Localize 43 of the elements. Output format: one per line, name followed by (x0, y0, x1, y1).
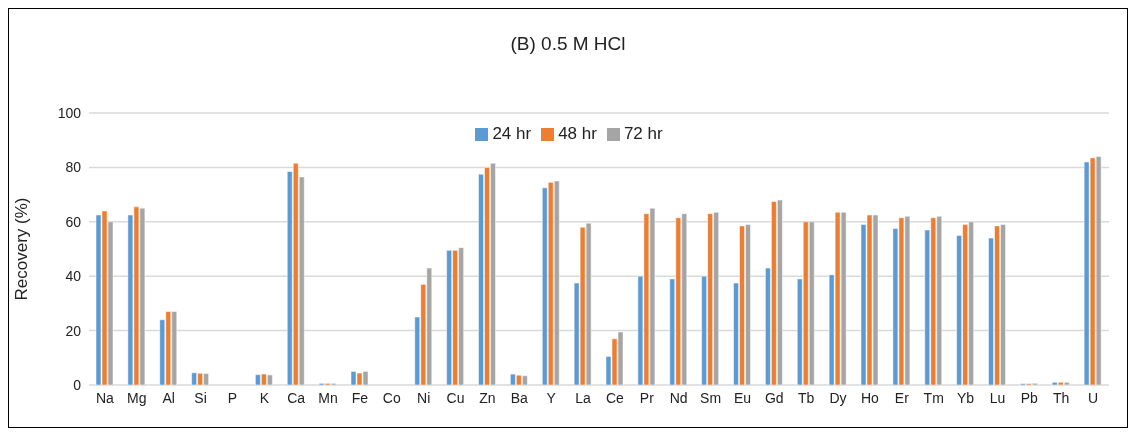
x-tick-label: Mn (318, 389, 338, 406)
y-axis-title: Recovery (%) (12, 197, 32, 301)
y-tick-label: 0 (73, 376, 82, 393)
chart-title: (B) 0.5 M HCl (509, 33, 627, 55)
x-tick-label: Ce (605, 389, 625, 406)
x-tick-label: Zn (479, 389, 496, 406)
x-tick-label: Eu (733, 389, 751, 406)
x-tick-label: Dy (829, 389, 847, 406)
x-tick-label: K (259, 389, 270, 406)
x-tick-label: Pb (1020, 389, 1039, 406)
x-tick-label: Y (546, 389, 557, 406)
x-tick-label: P (227, 389, 238, 406)
x-tick-label: Gd (764, 389, 784, 406)
y-tick-label: 40 (65, 268, 82, 285)
x-tick-label: Th (1053, 389, 1070, 406)
x-tick-label: Lu (989, 389, 1006, 406)
x-tick-label: Sm (700, 389, 722, 406)
x-tick-label: Si (194, 389, 207, 406)
x-tick-label: Tm (923, 389, 944, 406)
x-tick-label: Tb (798, 389, 815, 406)
y-tick-label: 80 (65, 159, 82, 176)
x-tick-label: Er (894, 389, 910, 406)
legend-label: 72 hr (623, 124, 663, 143)
x-tick-label: Ba (510, 389, 529, 406)
x-tick-label: Yb (957, 389, 975, 406)
x-tick-label: Ni (417, 389, 431, 406)
x-tick-label: Na (95, 389, 115, 406)
x-tick-label: Al (162, 389, 175, 406)
x-tick-label: Co (382, 389, 401, 406)
x-tick-label: Ho (860, 389, 880, 406)
x-tick-label: Cu (446, 389, 465, 406)
legend-label: 24 hr (492, 124, 532, 143)
y-tick-label: 100 (57, 104, 82, 121)
x-tick-label: U (1088, 389, 1099, 406)
y-tick-label: 20 (65, 322, 82, 339)
legend-label: 48 hr (558, 124, 597, 143)
x-tick-label: La (575, 389, 592, 406)
x-tick-label: Pr (639, 389, 655, 406)
x-tick-label: Fe (351, 389, 369, 406)
y-tick-label: 60 (65, 213, 82, 230)
x-tick-label: Ca (287, 389, 306, 406)
x-tick-label: Nd (669, 389, 688, 406)
x-tick-label: Mg (127, 389, 147, 406)
